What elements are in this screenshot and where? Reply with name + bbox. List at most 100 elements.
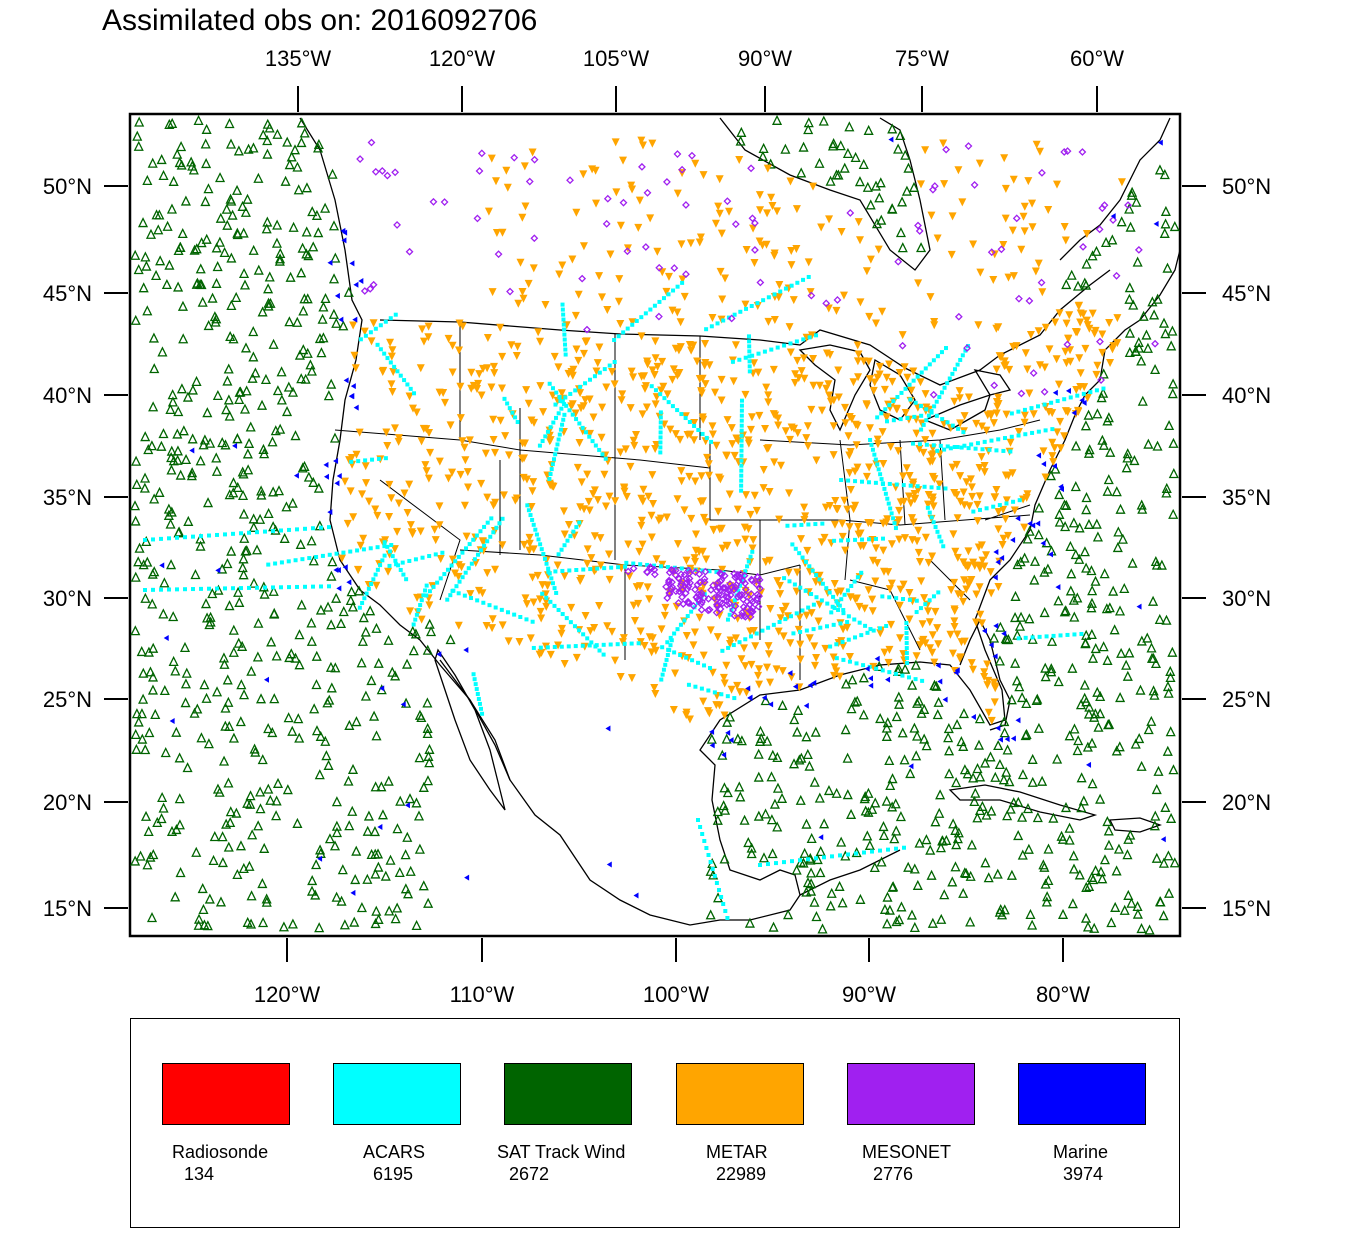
metar-marker [722, 661, 731, 670]
metar-marker [879, 546, 888, 555]
metar-marker [611, 138, 620, 147]
sat-track-wind-marker [1160, 801, 1171, 812]
sat-track-wind-marker [919, 703, 930, 714]
acars-marker [838, 853, 842, 858]
acars-marker [782, 860, 786, 865]
marine-marker [404, 802, 410, 809]
metar-marker [794, 625, 803, 634]
metar-marker [983, 660, 992, 669]
sat-track-wind-marker [226, 195, 237, 206]
sat-track-wind-marker [148, 642, 159, 653]
sat-track-wind-marker [892, 665, 904, 676]
acars-marker [704, 327, 709, 332]
metar-marker [984, 676, 993, 685]
marine-marker [1030, 522, 1036, 529]
metar-marker [744, 436, 753, 445]
acars-marker [761, 298, 766, 303]
acars-marker [880, 536, 885, 541]
sat-track-wind-marker [825, 900, 836, 911]
metar-marker [1034, 327, 1043, 336]
sat-track-wind-marker [326, 570, 337, 581]
sat-track-wind-marker [888, 881, 899, 892]
sat-track-wind-marker [371, 905, 382, 916]
acars-marker [1043, 428, 1048, 433]
sat-track-wind-marker [817, 923, 828, 934]
acars-marker [854, 661, 859, 666]
sat-track-wind-marker [244, 860, 255, 871]
sat-track-wind-marker [328, 273, 340, 284]
acars-marker [739, 408, 744, 413]
acars-marker [401, 572, 406, 577]
sat-track-wind-marker [1079, 277, 1090, 288]
marine-marker [1157, 139, 1163, 146]
metar-marker [525, 539, 534, 548]
sat-track-wind-marker [1103, 825, 1114, 836]
sat-track-wind-marker [1168, 764, 1179, 775]
sat-track-wind-marker [819, 818, 830, 829]
acars-marker [800, 555, 805, 560]
acars-marker [669, 638, 674, 643]
metar-marker [388, 387, 397, 396]
sat-track-wind-marker [297, 242, 308, 253]
sat-track-wind-marker [182, 762, 193, 773]
mesonet-marker [727, 314, 736, 323]
metar-marker [776, 461, 785, 470]
metar-marker [1006, 438, 1015, 447]
metar-marker [390, 545, 399, 554]
sat-track-wind-marker [1087, 652, 1099, 663]
sat-track-wind-marker [1121, 462, 1132, 473]
acars-marker [665, 565, 670, 570]
metar-marker [448, 368, 457, 377]
acars-marker [577, 520, 582, 525]
acars-marker [732, 696, 737, 701]
marine-marker [995, 559, 1001, 566]
metar-marker [417, 437, 426, 446]
metar-marker [692, 530, 701, 539]
acars-marker [923, 366, 928, 371]
legend-swatch [504, 1063, 632, 1125]
acars-marker [931, 594, 936, 599]
metar-marker [1002, 410, 1011, 419]
sat-track-wind-marker [887, 801, 898, 812]
metar-marker [435, 502, 444, 511]
acars-marker [421, 593, 426, 598]
marine-marker [1010, 537, 1016, 544]
acars-marker [293, 558, 298, 563]
sat-track-wind-marker [842, 752, 853, 763]
metar-marker [990, 493, 999, 502]
metar-marker [972, 590, 981, 599]
sat-track-wind-marker [1076, 772, 1087, 783]
acars-marker [612, 338, 617, 343]
sat-track-wind-marker [890, 798, 901, 809]
metar-marker [829, 422, 838, 431]
sat-track-wind-marker [299, 293, 310, 304]
metar-marker [488, 624, 497, 633]
metar-marker [1010, 506, 1019, 515]
sat-track-wind-marker [236, 679, 247, 690]
metar-marker [618, 390, 627, 399]
sat-track-wind-marker [253, 172, 264, 183]
metar-marker [729, 377, 738, 386]
sat-track-wind-marker [287, 918, 298, 929]
marine-marker [343, 377, 349, 384]
metar-marker [899, 580, 908, 589]
acars-marker [593, 443, 598, 448]
sat-track-wind-marker [262, 135, 273, 146]
sat-track-wind-marker [284, 159, 295, 170]
marine-marker [1040, 540, 1046, 547]
bottom-lon-label: 100°W [643, 982, 710, 1007]
metar-marker [492, 177, 501, 186]
metar-marker [677, 240, 686, 249]
sat-track-wind-marker [1117, 533, 1128, 544]
marine-marker [463, 646, 469, 653]
metar-marker [597, 433, 606, 442]
acars-marker [658, 445, 663, 450]
acars-marker [456, 591, 461, 596]
legend-swatch [847, 1063, 975, 1125]
sat-track-wind-marker [921, 740, 932, 751]
acars-marker [741, 574, 746, 579]
metar-marker [838, 519, 847, 528]
mesonet-marker [713, 600, 721, 609]
metar-marker [787, 261, 796, 270]
sat-track-wind-marker [839, 162, 850, 173]
